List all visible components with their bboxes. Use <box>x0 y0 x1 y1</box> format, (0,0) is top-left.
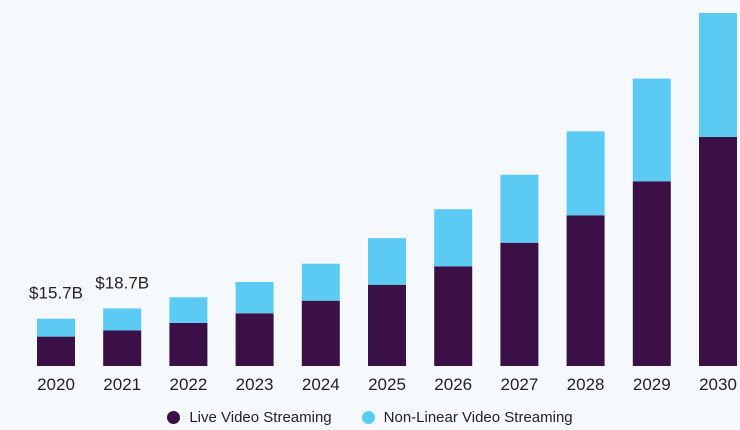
legend-label-live: Live Video Streaming <box>189 409 332 426</box>
x-tick-label: 2027 <box>500 375 538 394</box>
bar-2028-nonlinear <box>566 131 605 216</box>
x-tick-label: 2030 <box>699 375 737 394</box>
bar-2025-nonlinear <box>368 238 406 285</box>
stacked-bar-chart: 2020 2021 2022 2023 2024 2025 2026 2027 2028 2029… <box>29 13 737 394</box>
x-tick-label: 2025 <box>368 375 406 394</box>
x-tick-label: 2024 <box>302 375 340 394</box>
legend-item-live: Live Video Streaming <box>167 409 332 426</box>
bar-2022-live <box>169 322 208 366</box>
bar-2029-nonlinear <box>632 78 671 182</box>
bar-2027-nonlinear <box>500 174 539 243</box>
bar-2026-live <box>434 266 473 366</box>
bar-2022-nonlinear <box>169 297 208 323</box>
x-tick-label: 2026 <box>434 375 472 394</box>
bar-2023-live <box>235 313 274 366</box>
bar-2020-live <box>37 336 75 366</box>
legend-item-nonlinear: Non-Linear Video Streaming <box>361 409 573 426</box>
bar-2024-nonlinear <box>301 263 340 301</box>
legend-swatch-live <box>167 411 181 424</box>
bar-2030-live <box>699 137 737 366</box>
bar-2029-live <box>632 181 671 366</box>
bar-2028-live <box>566 215 605 366</box>
x-tick-label: 2029 <box>633 375 671 394</box>
bar-2026-nonlinear <box>434 209 473 267</box>
x-tick-label: 2023 <box>236 375 274 394</box>
bar-2020-nonlinear <box>37 318 75 337</box>
bar-2025-live <box>368 284 406 366</box>
x-tick-label: 2028 <box>567 375 605 394</box>
bar-2021-live <box>103 330 142 366</box>
x-tick-label: 2020 <box>37 375 75 394</box>
bar-2023-nonlinear <box>235 282 274 314</box>
bar-2021-nonlinear <box>103 308 142 331</box>
legend: Live Video Streaming Non-Linear Video St… <box>0 409 740 426</box>
bar-2030-nonlinear <box>699 13 737 137</box>
data-label-2020: $15.7B <box>29 284 83 303</box>
x-tick-label: 2022 <box>169 375 207 394</box>
x-tick-label: 2021 <box>103 375 141 394</box>
data-label-2021: $18.7B <box>95 273 149 292</box>
bar-2024-live <box>301 300 340 366</box>
legend-swatch-nonlinear <box>361 411 375 424</box>
legend-label-nonlinear: Non-Linear Video Streaming <box>383 409 573 426</box>
bar-2027-live <box>500 242 539 366</box>
